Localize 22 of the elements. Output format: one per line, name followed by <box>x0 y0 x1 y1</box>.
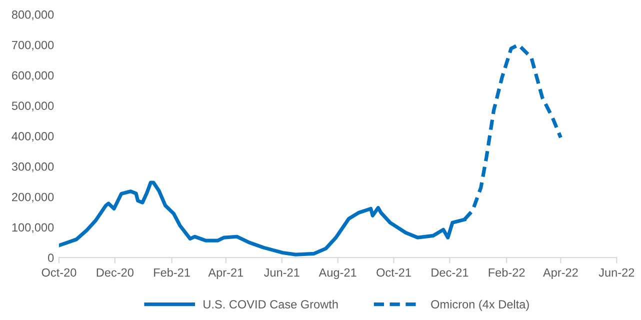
y-tick-label: 500,000 <box>12 102 54 112</box>
legend-label: Omicron (4x Delta) <box>431 300 529 311</box>
x-tick-label: Oct-20 <box>42 268 76 277</box>
y-tick-label: 800,000 <box>12 10 54 20</box>
x-tick-label: Aug-21 <box>318 268 356 280</box>
x-tick-label: Dec-20 <box>96 268 134 277</box>
x-tick-label: Dec-21 <box>432 268 468 277</box>
x-tick-label: Feb-22 <box>488 268 525 277</box>
y-tick-label: 300,000 <box>12 162 54 172</box>
y-tick-label: 400,000 <box>12 132 54 142</box>
x-tick-label: Apr-21 <box>208 268 244 280</box>
x-tick-label: Apr-22 <box>543 268 578 280</box>
y-tick-label: 0 <box>48 254 54 262</box>
x-tick-label: Oct-21 <box>376 268 411 277</box>
x-tick-label: Feb-21 <box>154 268 190 277</box>
y-tick-label: 100,000 <box>12 223 54 233</box>
y-tick-label: 200,000 <box>12 192 54 203</box>
legend-label: U.S. COVID Case Growth <box>204 300 338 309</box>
y-tick-label: 700,000 <box>12 40 54 51</box>
y-tick-label: 600,000 <box>12 71 54 81</box>
x-tick-label: Jun-22 <box>598 268 634 277</box>
x-tick-label: Jun-21 <box>264 268 300 277</box>
